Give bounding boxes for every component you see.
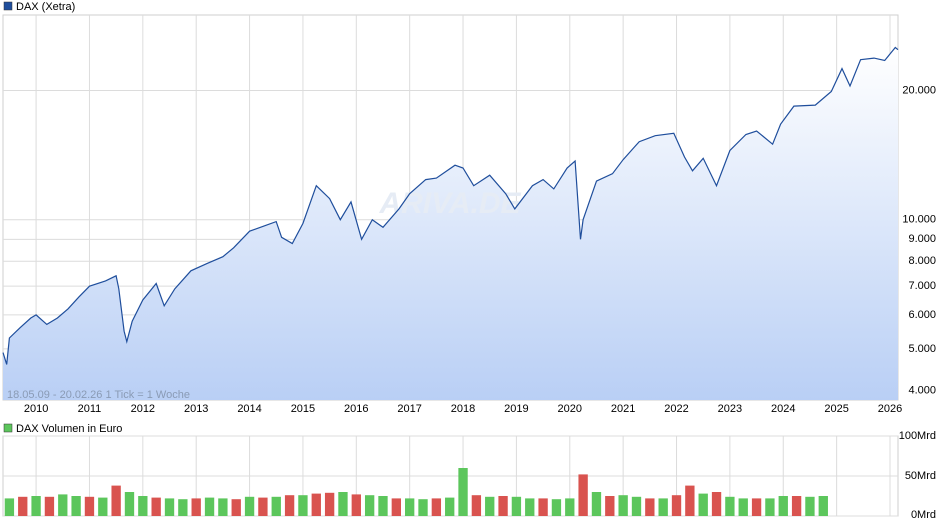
volume-bar [58,494,68,516]
x-tick-label: 2020 [558,403,582,415]
x-tick-label: 2016 [344,403,368,415]
volume-bar [538,498,548,516]
volume-bar [191,498,201,516]
volume-bar [231,499,241,516]
volume-bar [351,494,361,516]
volume-bar [551,499,562,516]
volume-bar [4,498,15,516]
volume-bar [284,495,295,516]
volume-bar [511,496,522,516]
x-tick-label: 2015 [291,403,315,415]
x-tick-label: 2023 [718,403,742,415]
volume-bar [725,496,735,516]
volume-bar [271,496,281,516]
volume-bar [631,496,642,516]
legend-label: DAX (Xetra) [16,1,75,13]
volume-bar [218,498,228,516]
annotation: 18.05.09 - 20.02.26 1 Tick = 1 Woche [7,389,190,401]
volume-bar [738,498,748,516]
volume-bar [591,492,602,516]
x-tick-label: 2014 [237,403,261,415]
volume-bar [618,495,628,516]
x-tick-label: 2026 [878,403,902,415]
volume-bar [445,497,455,516]
volume-bar [124,492,135,516]
y-tick-label: 4.000 [908,384,936,396]
y-tick-label: 7.000 [908,280,936,292]
legend-swatch [3,1,13,11]
volume-bar [498,496,508,516]
volume-bar [485,496,495,516]
volume-bar [818,496,828,516]
volume-bar [791,496,802,516]
volume-bar [204,497,215,516]
y-tick-label: 5.000 [908,343,936,355]
volume-bar [258,497,268,516]
x-tick-label: 2013 [184,403,208,415]
volume-bar [151,497,161,516]
x-tick-label: 2011 [78,403,102,415]
volume-bar [324,492,335,516]
y-tick-label: 0Mrd [911,509,936,521]
x-tick-label: 2022 [664,403,688,415]
volume-bar [71,496,81,516]
volume-bar [778,496,788,516]
volume-bar [338,492,348,516]
volume-bar [751,498,762,516]
volume-bar [378,496,388,516]
volume-bar [138,496,148,516]
x-tick-label: 2019 [504,403,528,415]
volume-bar [458,468,468,516]
watermark: ARIVA.DE [378,187,521,220]
volume-bar [431,498,442,516]
y-tick-label: 8.000 [908,255,936,267]
volume-bar [698,493,708,516]
volume-bar [471,495,482,516]
volume-bar [578,474,588,516]
x-tick-label: 2018 [451,403,475,415]
x-tick-label: 2025 [824,403,848,415]
y-tick-label: 50Mrd [905,470,936,482]
x-tick-label: 2024 [771,403,795,415]
volume-bar [244,496,255,516]
volume-bar [164,498,175,516]
x-tick-label: 2010 [24,403,48,415]
y-tick-label: 6.000 [908,309,936,321]
volume-bar [298,495,308,516]
y-tick-label: 10.000 [902,214,936,226]
price-line [2,46,899,365]
volume-bar [645,498,655,516]
volume-bar [111,485,121,516]
volume-bar [565,498,575,516]
y-tick-label: 9.000 [908,233,936,245]
volume-bar [525,498,535,516]
x-tick-label: 2012 [131,403,155,415]
x-tick-label: 2021 [611,403,635,415]
volume-bar [311,493,321,516]
volume-bar [405,498,415,516]
x-tick-label: 2017 [397,403,421,415]
y-tick-label: 20.000 [902,84,936,96]
legend-label: DAX Volumen in Euro [16,423,122,435]
volume-bar [98,497,108,516]
volume-bar [765,498,775,516]
volume-bar [178,499,188,516]
volume-bar [711,492,722,516]
volume-bar [84,496,95,516]
volume-bar [658,498,668,516]
volume-bar [364,495,375,516]
volume-bar [671,495,682,516]
volume-bar [605,496,615,516]
volume-bar [391,498,402,516]
volume-bar [44,496,55,516]
volume-bar [18,496,28,516]
y-tick-label: 100Mrd [899,430,936,442]
volume-bar [685,485,695,516]
legend-swatch [3,423,13,433]
volume-bar [418,499,428,516]
volume-bar [805,496,815,516]
volume-bar [31,496,41,516]
